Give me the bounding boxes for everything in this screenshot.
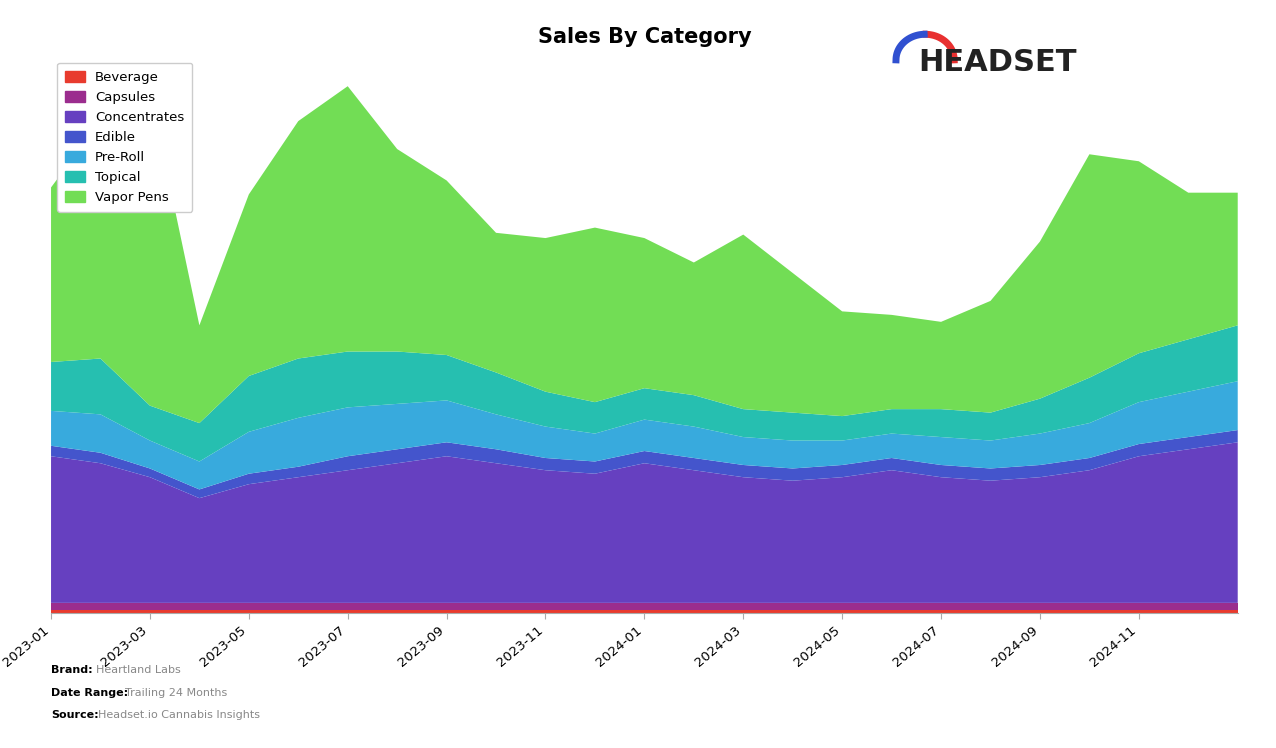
Text: HEADSET: HEADSET: [919, 48, 1077, 77]
Text: Date Range:: Date Range:: [51, 687, 128, 698]
Title: Sales By Category: Sales By Category: [537, 27, 752, 47]
Text: Brand:: Brand:: [51, 665, 93, 675]
Text: Trailing 24 Months: Trailing 24 Months: [125, 687, 227, 698]
Text: Heartland Labs: Heartland Labs: [96, 665, 180, 675]
Text: Headset.io Cannabis Insights: Headset.io Cannabis Insights: [98, 710, 260, 720]
Legend: Beverage, Capsules, Concentrates, Edible, Pre-Roll, Topical, Vapor Pens: Beverage, Capsules, Concentrates, Edible…: [57, 63, 193, 212]
Text: Source:: Source:: [51, 710, 98, 720]
